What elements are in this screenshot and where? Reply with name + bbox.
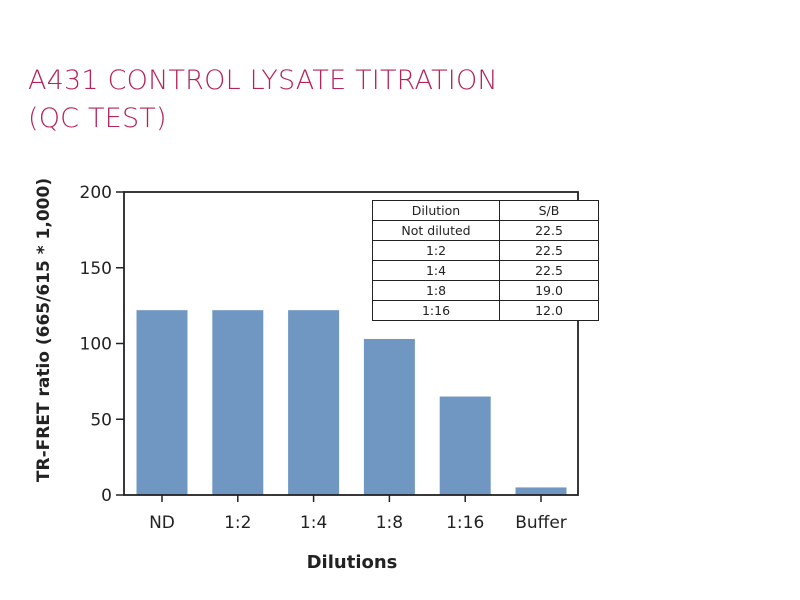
bar bbox=[212, 310, 264, 495]
signal-to-background-table: Dilution S/B Not diluted 22.5 1:2 22.5 1… bbox=[372, 200, 599, 321]
table-cell-dilution: 1:2 bbox=[372, 240, 500, 261]
x-tick-label: 1:4 bbox=[300, 513, 327, 533]
table-cell-dilution: 1:16 bbox=[372, 300, 500, 321]
bar bbox=[439, 396, 491, 495]
x-axis-label: Dilutions bbox=[306, 552, 398, 573]
table-cell-sb: 22.5 bbox=[499, 260, 599, 281]
y-tick-label: 150 bbox=[80, 259, 112, 279]
x-tick-label: 1:16 bbox=[446, 513, 484, 533]
table-row: 1:8 19.0 bbox=[372, 280, 599, 301]
table-cell-sb: 22.5 bbox=[499, 240, 599, 261]
chart-title-line-1: A431 CONTROL LYSATE TITRATION bbox=[28, 65, 498, 96]
table-row: Not diluted 22.5 bbox=[372, 220, 599, 241]
y-tick-label: 0 bbox=[101, 486, 112, 506]
bar bbox=[288, 310, 340, 495]
table-cell-dilution: 1:4 bbox=[372, 260, 500, 281]
y-tick-label: 50 bbox=[90, 410, 112, 430]
table-cell-dilution: 1:8 bbox=[372, 280, 500, 301]
table-header-dilution: Dilution bbox=[372, 200, 500, 221]
table-row: 1:4 22.5 bbox=[372, 260, 599, 281]
bar bbox=[363, 338, 415, 495]
table-cell-sb: 22.5 bbox=[499, 220, 599, 241]
y-tick-label: 100 bbox=[80, 335, 112, 355]
y-axis-label: TR-FRET ratio (665/615 * 1,000) bbox=[34, 177, 54, 483]
table-header-row: Dilution S/B bbox=[372, 200, 599, 221]
y-tick-label: 200 bbox=[80, 183, 112, 203]
table-cell-sb: 12.0 bbox=[499, 300, 599, 321]
x-tick-label: Buffer bbox=[515, 513, 567, 533]
chart-title: A431 CONTROL LYSATE TITRATION (QC TEST) bbox=[28, 62, 588, 138]
x-tick-label: 1:8 bbox=[376, 513, 403, 533]
x-tick-label: 1:2 bbox=[224, 513, 251, 533]
table-row: 1:16 12.0 bbox=[372, 300, 599, 321]
x-tick-label: ND bbox=[149, 513, 175, 533]
bar bbox=[136, 310, 188, 495]
table-cell-dilution: Not diluted bbox=[372, 220, 500, 241]
table-row: 1:2 22.5 bbox=[372, 240, 599, 261]
table-cell-sb: 19.0 bbox=[499, 280, 599, 301]
chart-title-line-2: (QC TEST) bbox=[28, 103, 167, 134]
bar bbox=[515, 487, 567, 495]
table-header-sb: S/B bbox=[499, 200, 599, 221]
